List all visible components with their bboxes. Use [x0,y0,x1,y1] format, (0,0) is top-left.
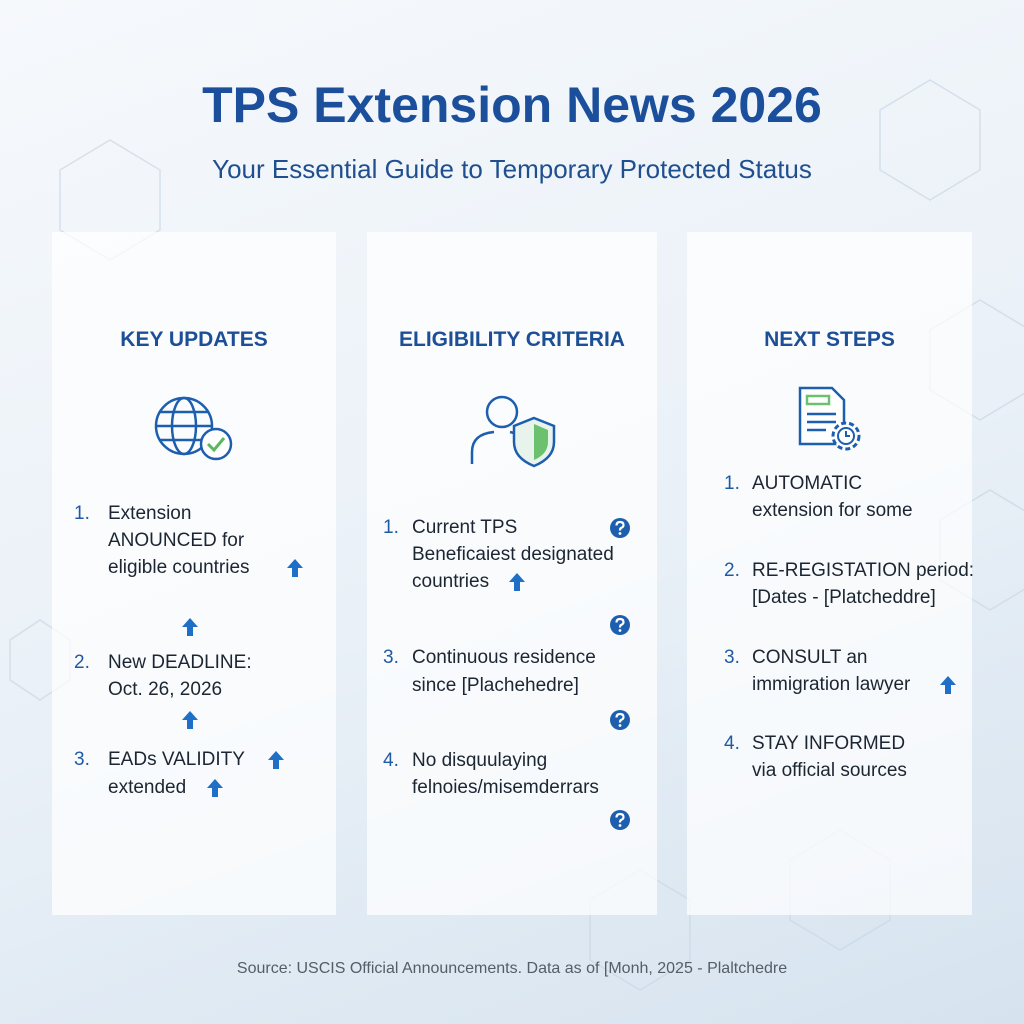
item-number: 3. [383,647,399,668]
arrow-icon [182,618,198,636]
item-number: 1. [383,517,399,538]
item-number: 4. [724,733,740,754]
item-text: countries [412,571,490,592]
card [687,232,972,915]
item-text: Current TPS [412,517,518,538]
item-text: ANOUNCED for [108,530,245,551]
item-text: extension for some [752,500,913,521]
source-note: Source: USCIS Official Announcements. Da… [236,960,788,977]
item-text: [Dates - [Platcheddre] [752,587,936,608]
item-text: CONSULT an [752,647,868,668]
item-number: 1. [724,473,740,494]
item-text: eligible countries [108,557,250,578]
title: TPS Extension News 2026 [202,77,822,133]
item-text: STAY INFORMED [752,733,906,754]
item-number: 1. [74,503,90,524]
arrow-icon [940,676,956,694]
item-text: Extension [108,503,192,524]
help-icon [610,810,630,830]
person-shield-icon [470,395,556,468]
item-text: felnoies/misemderrars [412,777,599,798]
item-text: AUTOMATIC [752,473,863,494]
item-text: New DEADLINE: [108,652,252,673]
arrow-icon [268,751,284,769]
item-text: Oct. 26, 2026 [108,679,223,700]
card [367,232,657,915]
card-heading: NEXT STEPS [764,328,895,351]
subtitle: Your Essential Guide to Temporary Protec… [212,154,812,184]
item-text: Beneficaiest designated [412,544,614,565]
item-number: 3. [724,647,740,668]
arrow-icon [287,559,303,577]
card [52,232,336,915]
item-text: via official sources [752,760,907,781]
item-text: Continuous residence [412,647,596,668]
item-number: 2. [74,652,90,673]
arrow-icon [182,711,198,729]
globe-icon [154,396,233,461]
arrow-icon [509,573,525,591]
item-text: immigration lawyer [752,674,911,695]
item-text: extended [108,777,187,798]
help-icon [610,518,630,538]
item-text: since [Plachehedre] [412,675,579,696]
arrow-icon [207,779,223,797]
item-text: EADs VALIDITY [108,749,245,770]
help-icon [610,710,630,730]
item-number: 2. [724,560,740,581]
document-gear-icon [798,386,861,451]
card-heading: KEY UPDATES [120,328,268,351]
item-text: RE-REGISTATION period: [752,560,975,581]
item-text: No disquulaying [412,750,548,771]
item-number: 3. [74,749,90,770]
card-heading: ELIGIBILITY CRITERIA [399,328,625,351]
item-number: 4. [383,750,399,771]
help-icon [610,615,630,635]
